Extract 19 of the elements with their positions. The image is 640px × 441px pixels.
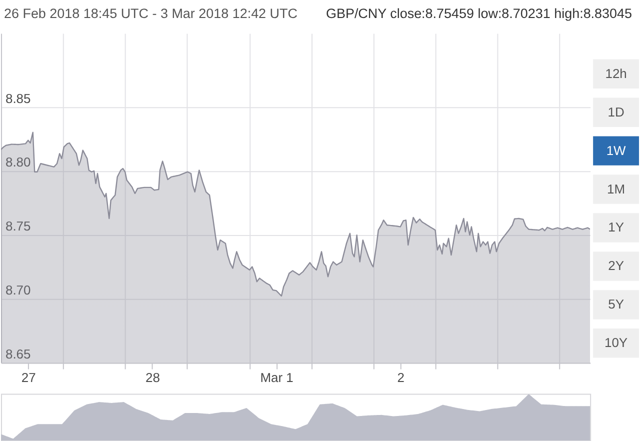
x-tick-label: Mar 1	[260, 370, 294, 386]
y-tick-label: 8.80	[5, 154, 31, 170]
category-label: 1M	[607, 181, 626, 196]
y-tick-label: 8.65	[5, 346, 31, 362]
y-tick-label: 8.75	[5, 218, 31, 234]
y-tick-label: 8.70	[5, 282, 31, 298]
category-label: 2Y	[608, 258, 624, 274]
category-label: 10Y	[604, 335, 628, 350]
category-label: 12h	[605, 66, 627, 81]
chart-title: 26 Feb 2018 18:45 UTC - 3 Mar 2018 12:42 UTC	[4, 6, 298, 21]
x-tick-label: 27	[21, 370, 36, 386]
x-tick-label: 28	[145, 370, 160, 386]
category-label: 1Y	[608, 220, 624, 235]
category-label: 5Y	[608, 296, 624, 312]
chart-subtitle: GBP/CNY close:8.75459 low:8.70231 high:8.83045	[326, 6, 632, 21]
category-label: 1D	[608, 104, 624, 120]
x-tick-label: 2	[397, 370, 404, 386]
category-label: 1W	[606, 142, 627, 158]
y-tick-label: 8.85	[5, 90, 31, 106]
